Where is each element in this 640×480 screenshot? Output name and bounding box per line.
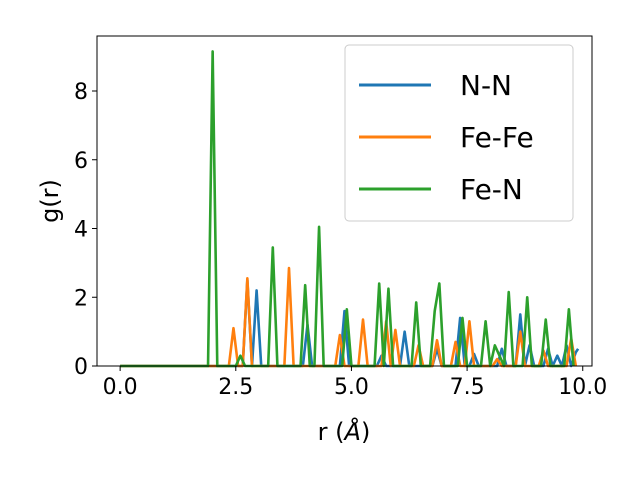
legend-entries: N-N Fe-Fe Fe-N — [359, 69, 534, 206]
legend-label-fe-fe: Fe-Fe — [460, 121, 534, 154]
x-tick-label: 5.0 — [334, 375, 369, 400]
x-axis-label-end: ) — [361, 418, 370, 446]
x-axis-label-main: r ( — [318, 418, 345, 446]
legend-label-fe-n: Fe-N — [460, 173, 523, 206]
y-axis-ticks: 0 2 4 6 8 — [74, 80, 97, 380]
x-axis-ticks: 0.0 2.5 5.0 7.5 10.0 — [103, 366, 607, 400]
y-tick-label: 0 — [74, 355, 88, 380]
legend-box — [344, 44, 574, 222]
y-tick-label: 6 — [74, 149, 88, 174]
y-tick-label: 2 — [74, 286, 88, 311]
y-tick-label: 4 — [74, 218, 88, 243]
plot-frame — [96, 35, 593, 367]
legend: N-N Fe-Fe Fe-N — [344, 44, 574, 222]
legend-label-n-n: N-N — [460, 69, 512, 102]
x-axis-label: r (Å) — [318, 417, 371, 446]
x-tick-label: 10.0 — [558, 375, 607, 400]
x-tick-label: 2.5 — [218, 375, 253, 400]
y-tick-label: 8 — [74, 80, 88, 105]
x-tick-label: 0.0 — [103, 375, 138, 400]
x-axis-label-unit: Å — [343, 417, 361, 446]
x-tick-label: 7.5 — [450, 375, 485, 400]
y-axis-label: g(r) — [36, 179, 64, 223]
